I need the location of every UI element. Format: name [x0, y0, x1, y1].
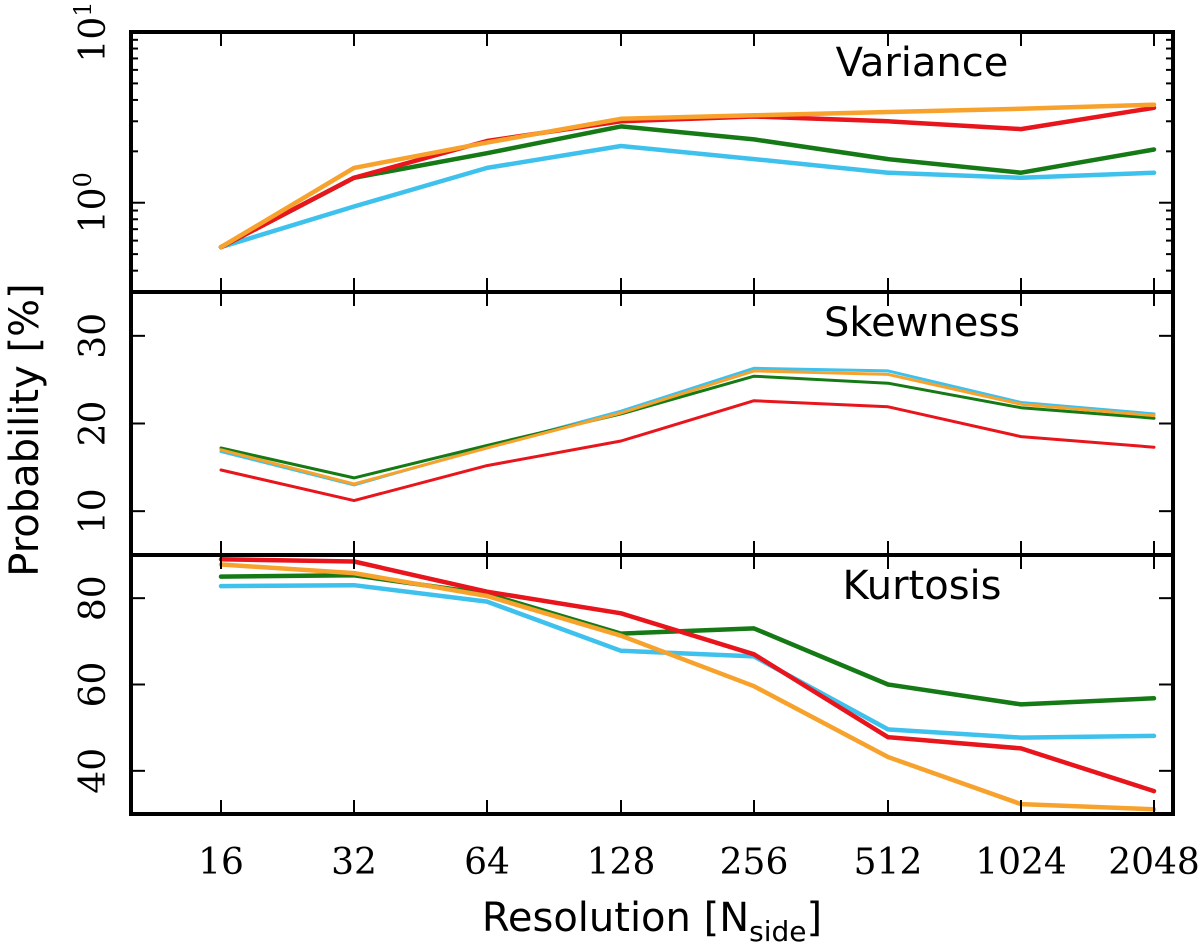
- series-line-blue: [218, 143, 1157, 250]
- y-tick-label: 40: [73, 748, 114, 794]
- series-line-orange: [218, 562, 1157, 812]
- x-tick-label: 512: [854, 842, 923, 883]
- y-tick-label-base: 10: [73, 187, 114, 233]
- series-line-red: [218, 557, 1157, 794]
- series-line-green: [218, 124, 1157, 250]
- x-tick-label: 16: [198, 842, 244, 883]
- series-line-red: [219, 399, 1156, 503]
- x-tick-label: 2048: [1108, 842, 1200, 883]
- y-tick-label-exponent: 1: [69, 1, 97, 16]
- y-axis-label: Probability [%]: [2, 283, 48, 576]
- series-line-blue: [219, 366, 1156, 487]
- y-tick-label-base: 10: [73, 17, 114, 63]
- x-tick-label: 64: [464, 842, 510, 883]
- panel-title: Variance: [836, 40, 1009, 86]
- x-axis-label-close: ]: [807, 895, 823, 941]
- y-tick-label: 101: [69, 1, 114, 62]
- x-axis-label-main: Resolution [N: [482, 895, 749, 941]
- series-line-green: [218, 573, 1157, 707]
- y-tick-label: 80: [73, 575, 114, 621]
- panel-skewness: 10 20 30 Skewness: [73, 290, 1175, 557]
- y-tick-label-exponent: 0: [69, 172, 97, 187]
- y-tick-label: 60: [73, 662, 114, 708]
- series-line-blue: [218, 582, 1157, 740]
- x-axis-label: Resolution [Nside]: [482, 895, 822, 943]
- y-tick-label: 100: [69, 172, 114, 233]
- panel-frame: [129, 553, 1175, 816]
- y-tick-label: 20: [73, 401, 114, 447]
- x-tick-label: 1024: [975, 842, 1067, 883]
- series-line-green: [219, 374, 1156, 480]
- x-tick-label: 32: [331, 842, 377, 883]
- series-line-orange: [219, 369, 1156, 486]
- x-tick-label: 128: [587, 842, 656, 883]
- x-tick-label: 256: [720, 842, 789, 883]
- panel-frame: [129, 30, 1175, 294]
- y-tick-label: 10: [73, 488, 114, 534]
- series-line-orange: [218, 102, 1157, 250]
- x-axis-label-subscript: side: [749, 915, 806, 943]
- panel-title: Kurtosis: [843, 563, 1002, 609]
- panel-kurtosis: 40 60 80 Kurtosis: [73, 553, 1175, 816]
- panel-title: Skewness: [824, 300, 1020, 346]
- y-tick-label: 30: [73, 313, 114, 359]
